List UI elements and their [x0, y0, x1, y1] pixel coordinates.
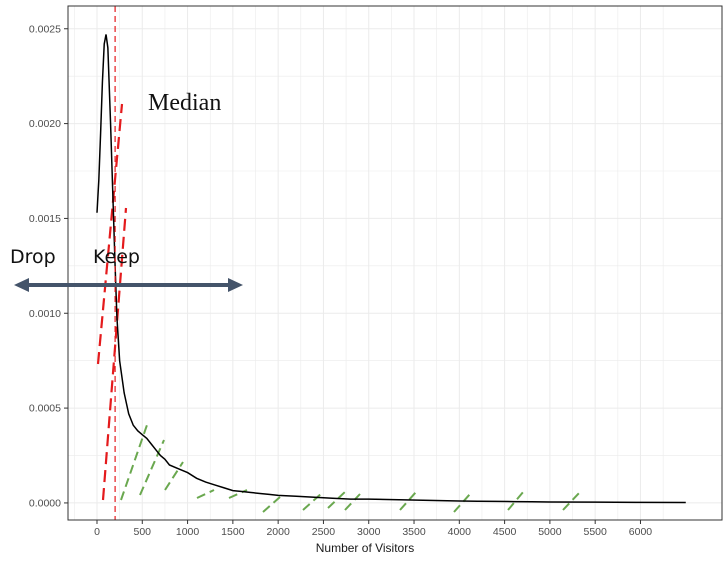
x-tick-label: 0 — [94, 526, 100, 538]
green-dashed-stroke — [344, 493, 361, 511]
drop-label: Drop — [10, 246, 56, 268]
x-tick-label: 5000 — [538, 526, 562, 538]
green-dashed-stroke — [302, 492, 323, 511]
x-tick-label: 4000 — [448, 526, 472, 538]
x-tick-label: 3500 — [402, 526, 426, 538]
red-dashed-stroke — [96, 103, 124, 365]
x-tick-label: 1000 — [176, 526, 200, 538]
green-dashed-stroke — [196, 489, 215, 499]
green-dashed-stroke — [562, 491, 581, 511]
y-tick-label: 0.0010 — [29, 308, 61, 320]
x-tick-label: 2000 — [266, 526, 290, 538]
y-tick-label: 0.0025 — [29, 23, 61, 35]
y-tick-label: 0.0005 — [29, 403, 61, 415]
green-dashed-stroke — [399, 491, 417, 511]
y-tick-label: 0.0015 — [29, 213, 61, 225]
median-label: Median — [148, 90, 221, 116]
x-tick-label: 6000 — [629, 526, 653, 538]
green-dashed-stroke — [327, 489, 348, 509]
x-tick-label: 3000 — [357, 526, 381, 538]
hatch-annotations — [96, 103, 581, 513]
y-tick-label: 0.0020 — [29, 118, 61, 130]
y-axis: 0.0000 0.0005 0.0010 0.0015 0.0020 0.0025 — [29, 23, 68, 509]
green-dashed-stroke — [164, 461, 184, 491]
x-tick-label: 2500 — [312, 526, 336, 538]
arrow-head-left — [14, 278, 29, 292]
x-axis-title: Number of Visitors — [316, 541, 414, 555]
x-tick-label: 5500 — [584, 526, 608, 538]
red-dashed-stroke — [101, 207, 128, 501]
plot-panel-border — [67, 5, 723, 521]
x-tick-label: 500 — [134, 526, 152, 538]
drop-keep-arrow — [14, 278, 243, 292]
arrow-head-right — [228, 278, 243, 292]
keep-label: Keep — [93, 246, 140, 268]
green-dashed-stroke — [507, 490, 525, 511]
x-axis: 0 500 1000 1500 2000 2500 3000 3500 4000 4500 5000… — [94, 520, 652, 538]
green-dashed-stroke — [139, 439, 165, 496]
x-tick-label: 1500 — [221, 526, 245, 538]
grid-lines — [68, 6, 722, 520]
y-tick-label: 0.0000 — [29, 497, 61, 509]
green-dashed-stroke — [453, 493, 471, 513]
x-tick-label: 4500 — [493, 526, 517, 538]
green-dashed-stroke — [262, 496, 281, 513]
